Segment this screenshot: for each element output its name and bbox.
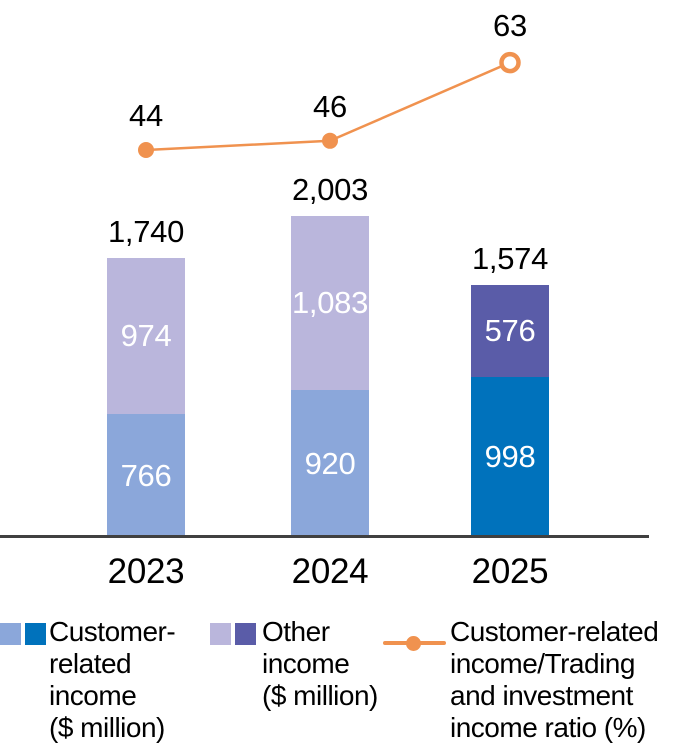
label-2025-other-value: 576 [484,313,536,348]
legend-swatch-customer-base [0,623,21,645]
ratio-marker-2024 [322,132,338,149]
legend-swatch-other-highlight [235,623,256,645]
ratio-marker-2025 [499,51,521,74]
label-2024-ratio: 46 [313,88,347,124]
bar-2023-other-segment [107,258,185,414]
x-axis-label-2025: 2025 [471,552,549,591]
bar-2025-other-segment [471,285,549,377]
bar-2024-customer-segment [291,390,369,537]
x-axis-line [0,535,649,538]
legend-swatch-other-base [210,623,231,645]
ratio-line-chart [138,51,521,158]
label-2023-total: 1,740 [107,214,185,249]
legend-label-customer-income: Customer- related income ($ million) [49,616,176,743]
legend-label-ratio: Customer-related income/Trading and inve… [450,616,659,743]
bar-2024-other-segment [291,216,369,390]
legend-label-other-income: Other income ($ million) [262,616,378,711]
legend-dot-marker [406,636,421,651]
label-2023-ratio: 44 [129,98,163,133]
label-2023-customer-value: 766 [120,457,172,493]
x-axis-label-2023: 2023 [107,552,185,591]
label-2024-other-value: 1,083 [291,285,369,320]
label-2023-other-value: 974 [120,318,172,353]
label-2025-total: 1,574 [471,241,549,276]
label-2024-total: 2,003 [291,172,369,207]
label-2025-customer-value: 998 [484,439,536,474]
ratio-marker-2023 [138,142,154,158]
bar-2025-customer-segment [471,377,549,537]
legend-swatch-customer-highlight [25,623,46,645]
bar-2023-customer-segment [107,414,185,537]
label-2025-ratio: 63 [493,7,527,43]
x-axis-label-2024: 2024 [291,552,369,591]
label-2024-customer-value: 920 [304,445,356,481]
